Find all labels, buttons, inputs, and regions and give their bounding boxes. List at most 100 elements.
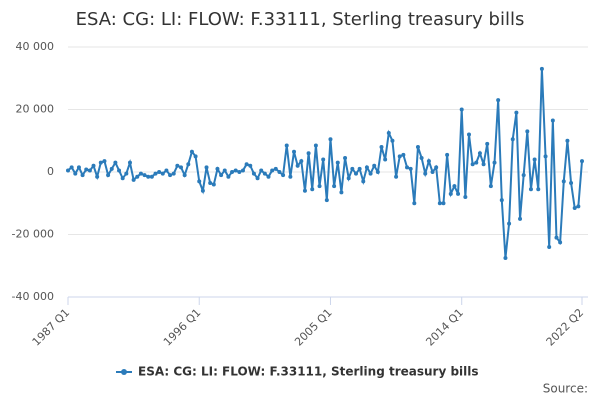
data-point <box>171 171 176 176</box>
data-point <box>441 201 446 206</box>
data-line <box>67 68 583 259</box>
legend-item: ESA: CG: LI: FLOW: F.33111, Sterling tre… <box>116 365 479 379</box>
data-point <box>87 168 92 173</box>
data-point <box>95 174 100 179</box>
data-point <box>401 152 406 157</box>
data-point <box>270 168 275 173</box>
data-point <box>240 168 245 173</box>
data-point <box>175 163 180 168</box>
data-point <box>466 132 471 137</box>
data-point <box>521 173 526 178</box>
y-tick-label: 0 <box>47 165 54 178</box>
x-tick-label: 1996 Q1 <box>161 306 204 349</box>
data-point <box>244 162 249 167</box>
data-point <box>219 173 224 178</box>
x-tick-label: 1987 Q1 <box>30 306 73 349</box>
data-point <box>328 137 333 142</box>
data-point <box>459 107 464 112</box>
data-point <box>193 154 198 159</box>
data-point <box>204 165 209 170</box>
data-point <box>335 160 340 165</box>
data-point <box>470 162 475 167</box>
data-point <box>73 171 78 176</box>
data-point <box>543 154 548 159</box>
data-point <box>539 66 544 71</box>
data-point <box>364 165 369 170</box>
data-point <box>346 176 351 181</box>
data-point <box>372 163 377 168</box>
data-point <box>368 171 373 176</box>
data-point <box>317 184 322 189</box>
data-point <box>295 163 300 168</box>
data-point <box>208 180 213 185</box>
data-point <box>532 157 537 162</box>
data-point <box>481 162 486 167</box>
data-point <box>281 173 286 178</box>
y-tick-label: -40 000 <box>12 290 54 303</box>
data-point <box>558 240 563 245</box>
data-point <box>138 171 143 176</box>
data-point <box>157 170 162 174</box>
data-point <box>237 170 242 174</box>
data-point <box>499 198 504 203</box>
data-point <box>394 174 399 179</box>
data-point <box>80 173 85 178</box>
data-point <box>142 173 147 178</box>
data-point <box>189 149 194 154</box>
data-point <box>448 191 453 196</box>
data-point <box>226 174 231 179</box>
data-point <box>113 160 118 165</box>
data-point <box>106 173 111 178</box>
data-point <box>127 160 132 165</box>
data-point <box>179 165 184 170</box>
data-point <box>383 157 388 162</box>
data-point <box>306 151 311 156</box>
data-point <box>262 171 267 176</box>
data-point <box>426 159 431 164</box>
data-point <box>496 98 501 103</box>
data-point <box>375 170 380 174</box>
y-tick-label: 40 000 <box>16 40 55 53</box>
data-point <box>415 145 420 149</box>
data-point <box>485 141 490 146</box>
data-point <box>164 168 169 173</box>
data-point <box>445 152 450 157</box>
data-point <box>357 166 362 171</box>
data-point <box>131 177 136 182</box>
data-point <box>536 187 541 192</box>
data-point <box>474 160 479 165</box>
data-point <box>233 168 238 173</box>
source: Source: <box>543 382 588 396</box>
data-point <box>390 138 395 143</box>
data-point <box>419 155 424 160</box>
data-point <box>251 171 256 176</box>
data-point <box>452 184 457 189</box>
data-point <box>514 110 519 115</box>
data-point <box>277 170 282 174</box>
data-point <box>324 198 329 203</box>
data-point <box>313 143 318 148</box>
data-point <box>153 171 158 176</box>
data-point <box>525 129 530 134</box>
x-tick-label: 2014 Q1 <box>423 306 466 349</box>
data-point <box>197 179 202 184</box>
data-point <box>259 168 264 173</box>
data-point <box>66 168 70 173</box>
data-point <box>248 163 253 168</box>
data-point <box>69 165 74 170</box>
data-point <box>565 138 570 143</box>
data-point <box>353 171 358 176</box>
data-point <box>292 149 297 154</box>
chart-title: ESA: CG: LI: FLOW: F.33111, Sterling tre… <box>76 9 525 30</box>
data-point <box>488 184 493 189</box>
data-point <box>120 176 125 181</box>
data-point <box>343 155 348 160</box>
data-point <box>160 171 165 176</box>
data-point <box>437 201 442 206</box>
data-point <box>339 190 344 195</box>
data-point <box>109 166 114 171</box>
data-point <box>182 173 187 178</box>
data-point <box>547 245 552 249</box>
data-point <box>117 168 122 173</box>
